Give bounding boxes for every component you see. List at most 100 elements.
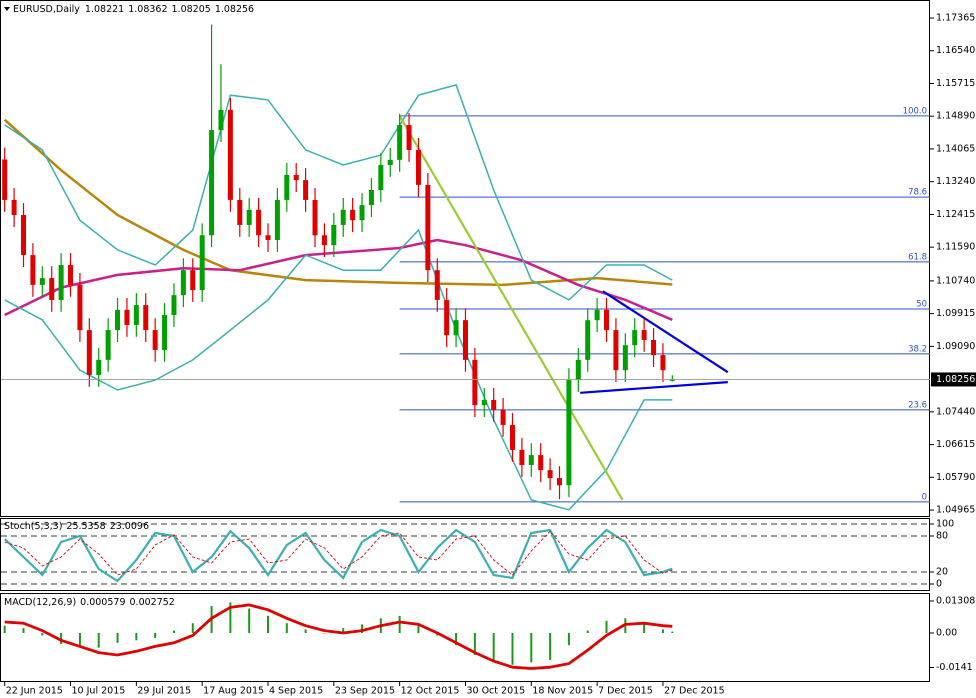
candle-body bbox=[585, 320, 591, 360]
candle-body bbox=[190, 270, 196, 291]
y-tick-label: 1.10740 bbox=[936, 275, 975, 286]
stoch-line bbox=[3, 528, 673, 583]
x-tick-label: 12 Oct 2015 bbox=[401, 686, 460, 697]
overlay-line bbox=[4, 238, 673, 321]
candle-body bbox=[340, 209, 346, 225]
candle-body bbox=[378, 165, 384, 191]
current-price-label: 1.08256 bbox=[936, 374, 975, 385]
plot-layer: 100.0 78.6 61.8 50 38.2 23.6 0 bbox=[1, 17, 934, 686]
macd-bar bbox=[530, 632, 533, 663]
y-tick-label: 80 bbox=[936, 530, 948, 541]
candle-body bbox=[538, 455, 544, 471]
candle-body bbox=[49, 278, 55, 300]
fib-label: 0 bbox=[922, 492, 927, 502]
candle-body bbox=[575, 359, 581, 381]
macd-bar bbox=[549, 632, 552, 660]
candle-body bbox=[491, 399, 497, 410]
candle-body bbox=[481, 399, 487, 406]
macd-bar bbox=[492, 632, 495, 663]
stoch-signal-value: 23.0096 bbox=[110, 521, 149, 532]
macd-bar bbox=[22, 628, 25, 633]
candle-body bbox=[557, 478, 563, 486]
candle-body bbox=[11, 199, 17, 216]
x-tick-label: 27 Dec 2015 bbox=[664, 686, 725, 697]
macd-bar bbox=[97, 632, 100, 648]
x-tick-label: 23 Sep 2015 bbox=[335, 686, 395, 697]
macd-bar bbox=[116, 632, 119, 643]
candle-body bbox=[115, 309, 121, 331]
macd-bar bbox=[154, 632, 157, 638]
candle-body bbox=[331, 224, 337, 246]
candle-body bbox=[77, 284, 83, 331]
candle-body bbox=[312, 199, 318, 236]
y-tick-label: 1.13240 bbox=[936, 176, 975, 187]
candle-body bbox=[594, 309, 600, 321]
trend-line bbox=[580, 381, 728, 394]
y-tick-label: 1.12415 bbox=[936, 209, 975, 220]
macd-bar bbox=[361, 624, 364, 633]
y-tick-label: 1.04965 bbox=[936, 505, 975, 516]
x-tick-label: 29 Jul 2015 bbox=[137, 686, 191, 697]
y-tick-label: 1.11590 bbox=[936, 242, 975, 253]
candle-body bbox=[406, 124, 412, 150]
fib-label: 100.0 bbox=[903, 106, 927, 116]
candle-body bbox=[641, 330, 647, 341]
candle-body bbox=[434, 270, 440, 300]
macd-bar bbox=[323, 632, 326, 634]
x-tick-label: 10 Jul 2015 bbox=[72, 686, 126, 697]
candle-body bbox=[86, 330, 92, 375]
y-tick-label: 1.15715 bbox=[936, 78, 975, 89]
macd-bar bbox=[304, 629, 307, 633]
candle-body bbox=[528, 455, 534, 466]
macd-bar bbox=[661, 629, 664, 633]
candle-body bbox=[180, 270, 186, 296]
x-tick-label: 18 Nov 2015 bbox=[532, 686, 593, 697]
macd-bar bbox=[60, 632, 63, 645]
candle-body bbox=[152, 330, 158, 350]
macd-bar bbox=[342, 628, 345, 633]
y-tick-label: 0 bbox=[936, 578, 942, 589]
candle-body bbox=[218, 109, 224, 131]
close-value: 1.08256 bbox=[215, 4, 254, 15]
candle-body bbox=[472, 359, 478, 406]
macd-bar bbox=[285, 623, 288, 633]
candle-body bbox=[350, 209, 356, 221]
candle-body bbox=[265, 235, 271, 241]
candle-body bbox=[453, 320, 459, 336]
x-tick-label: 4 Sep 2015 bbox=[269, 686, 323, 697]
macd-bar bbox=[172, 630, 175, 633]
current-price-box bbox=[931, 372, 976, 387]
fib-label: 61.8 bbox=[908, 252, 927, 262]
macd-bar bbox=[398, 615, 401, 633]
candle-body bbox=[246, 209, 252, 225]
y-tick-label: 1.09915 bbox=[936, 308, 975, 319]
y-tick-label: 1.17365 bbox=[936, 12, 975, 23]
macd-main-value: 0.000579 bbox=[80, 597, 125, 608]
y-tick-label: 1.16540 bbox=[936, 45, 975, 56]
candle-body bbox=[444, 299, 450, 336]
candle-body bbox=[547, 470, 553, 479]
macd-bar bbox=[78, 632, 81, 646]
macd-bar bbox=[266, 615, 269, 633]
candle-body bbox=[321, 235, 327, 246]
candle-body bbox=[462, 320, 468, 360]
candle-body bbox=[284, 174, 290, 200]
candle-body bbox=[303, 180, 309, 200]
candle-body bbox=[632, 330, 638, 346]
menu-arrow bbox=[4, 7, 10, 11]
symbol: EURUSD,Daily bbox=[13, 4, 80, 15]
stoch-line bbox=[4, 530, 673, 576]
open-value: 1.08221 bbox=[85, 4, 124, 15]
stoch-name: Stoch(5,3,3) bbox=[4, 521, 62, 532]
macd-bar bbox=[3, 625, 6, 633]
stoch-main-value: 25.5358 bbox=[66, 521, 105, 532]
macd-bar bbox=[473, 632, 476, 656]
macd-bar bbox=[605, 620, 608, 633]
y-tick-label: 20 bbox=[936, 566, 948, 577]
y-tick-label: 1.09090 bbox=[936, 341, 975, 352]
candle-body bbox=[660, 355, 666, 371]
x-tick-label: 30 Oct 2015 bbox=[466, 686, 525, 697]
candle-body bbox=[274, 199, 280, 241]
